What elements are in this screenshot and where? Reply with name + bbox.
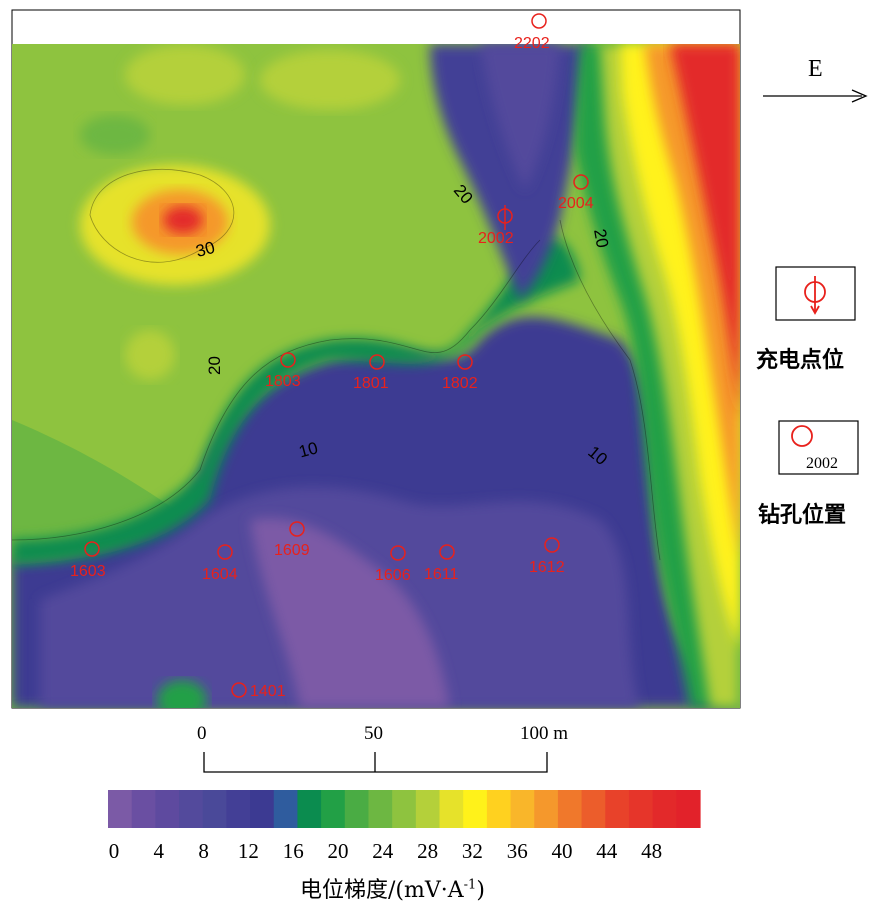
contour-label: 10	[297, 438, 320, 461]
borehole-marker	[369, 354, 385, 370]
borehole-label: 2002	[478, 230, 514, 247]
colorbar-swatch	[652, 790, 677, 828]
colorbar-swatch	[463, 790, 488, 828]
colorbar-swatch	[676, 790, 701, 828]
colorbar	[108, 790, 701, 828]
borehole-marker	[531, 13, 547, 29]
borehole-label: 1802	[442, 375, 478, 392]
scale-label: 50	[364, 723, 383, 744]
colorbar-swatch	[202, 790, 227, 828]
colorbar-swatch	[155, 790, 180, 828]
borehole-label: 1603	[70, 563, 106, 580]
borehole-label: 1604	[202, 566, 238, 583]
borehole-label: 1609	[274, 542, 310, 559]
borehole-marker	[231, 682, 247, 698]
colorbar-swatch	[368, 790, 393, 828]
colorbar-tick-label: 0	[109, 839, 120, 863]
borehole-legend-sample: 2002	[806, 455, 838, 472]
colorbar-swatch	[510, 790, 535, 828]
direction-label: E	[808, 56, 823, 82]
borehole-label: 1801	[353, 375, 389, 392]
colorbar-swatch	[581, 790, 606, 828]
colorbar-swatch	[415, 790, 441, 828]
colorbar-swatch	[131, 790, 156, 828]
colorbar-swatch	[321, 790, 346, 828]
borehole-label: 1401	[250, 683, 286, 700]
colorbar-swatch	[108, 790, 133, 828]
charge-point-arrow-icon	[810, 305, 820, 315]
boreholes: 2202 2004 2002 1803 1801 1802 1603 1604 …	[70, 13, 594, 700]
arrowhead-icon	[851, 89, 868, 103]
scale-label: 0	[197, 723, 207, 744]
colorbar-swatch	[226, 790, 251, 828]
colorbar-tick-label: 24	[372, 839, 394, 863]
borehole-marker	[84, 541, 100, 557]
borehole-legend-label: 钻孔位置	[758, 502, 847, 528]
colorbar-swatch	[486, 790, 512, 828]
borehole-label: 1612	[529, 559, 565, 576]
borehole-marker	[457, 354, 473, 370]
scale-bar: 0 50 100 m	[197, 723, 568, 773]
colorbar-tick-label: 44	[596, 839, 618, 863]
colorbar-swatch	[344, 790, 370, 828]
charge-point-legend-label: 充电点位	[756, 347, 845, 373]
borehole-label: 1606	[375, 567, 411, 584]
borehole-marker	[439, 544, 455, 560]
colorbar-swatch	[628, 790, 654, 828]
colorbar-ticks: 0 4 8 12 16 20 24 28 32 36 40 44 48	[109, 839, 662, 863]
colorbar-swatch	[179, 790, 204, 828]
borehole-icon	[791, 425, 813, 447]
borehole-label: 2004	[558, 195, 594, 212]
contour-label: 30	[194, 238, 217, 261]
colorbar-tick-label: 20	[328, 839, 349, 863]
colorbar-swatch	[297, 790, 322, 828]
colorbar-swatch	[392, 790, 417, 828]
borehole-marker	[573, 174, 589, 190]
colorbar-swatch	[605, 790, 630, 828]
colorbar-swatch	[250, 790, 275, 828]
borehole-marker	[280, 352, 296, 368]
colorbar-swatch	[273, 790, 299, 828]
colorbar-swatch	[534, 790, 559, 828]
borehole-label: 2202	[514, 35, 550, 52]
colorbar-tick-label: 12	[238, 839, 259, 863]
colorbar-swatch	[439, 790, 464, 828]
colorbar-tick-label: 48	[641, 839, 662, 863]
borehole-marker	[217, 544, 233, 560]
borehole-marker	[544, 537, 560, 553]
colorbar-unit-label: 电位梯度/(mV·A-1)	[300, 877, 485, 903]
colorbar-tick-label: 16	[283, 839, 304, 863]
borehole-label: 1803	[265, 373, 301, 390]
borehole-legend-box	[778, 420, 859, 475]
colorbar-tick-label: 8	[198, 839, 209, 863]
colorbar-tick-label: 4	[154, 839, 165, 863]
borehole-marker	[390, 545, 406, 561]
colorbar-tick-label: 40	[552, 839, 573, 863]
scale-label: 100 m	[520, 723, 568, 744]
colorbar-tick-label: 36	[507, 839, 528, 863]
colorbar-swatch	[557, 790, 583, 828]
colorbar-tick-label: 28	[417, 839, 438, 863]
borehole-marker	[289, 521, 305, 537]
contour-label: 20	[205, 356, 224, 375]
colorbar-tick-label: 32	[462, 839, 483, 863]
contour-surface	[12, 44, 740, 708]
contour-label: 20	[590, 227, 612, 249]
borehole-label: 1611	[424, 566, 459, 583]
